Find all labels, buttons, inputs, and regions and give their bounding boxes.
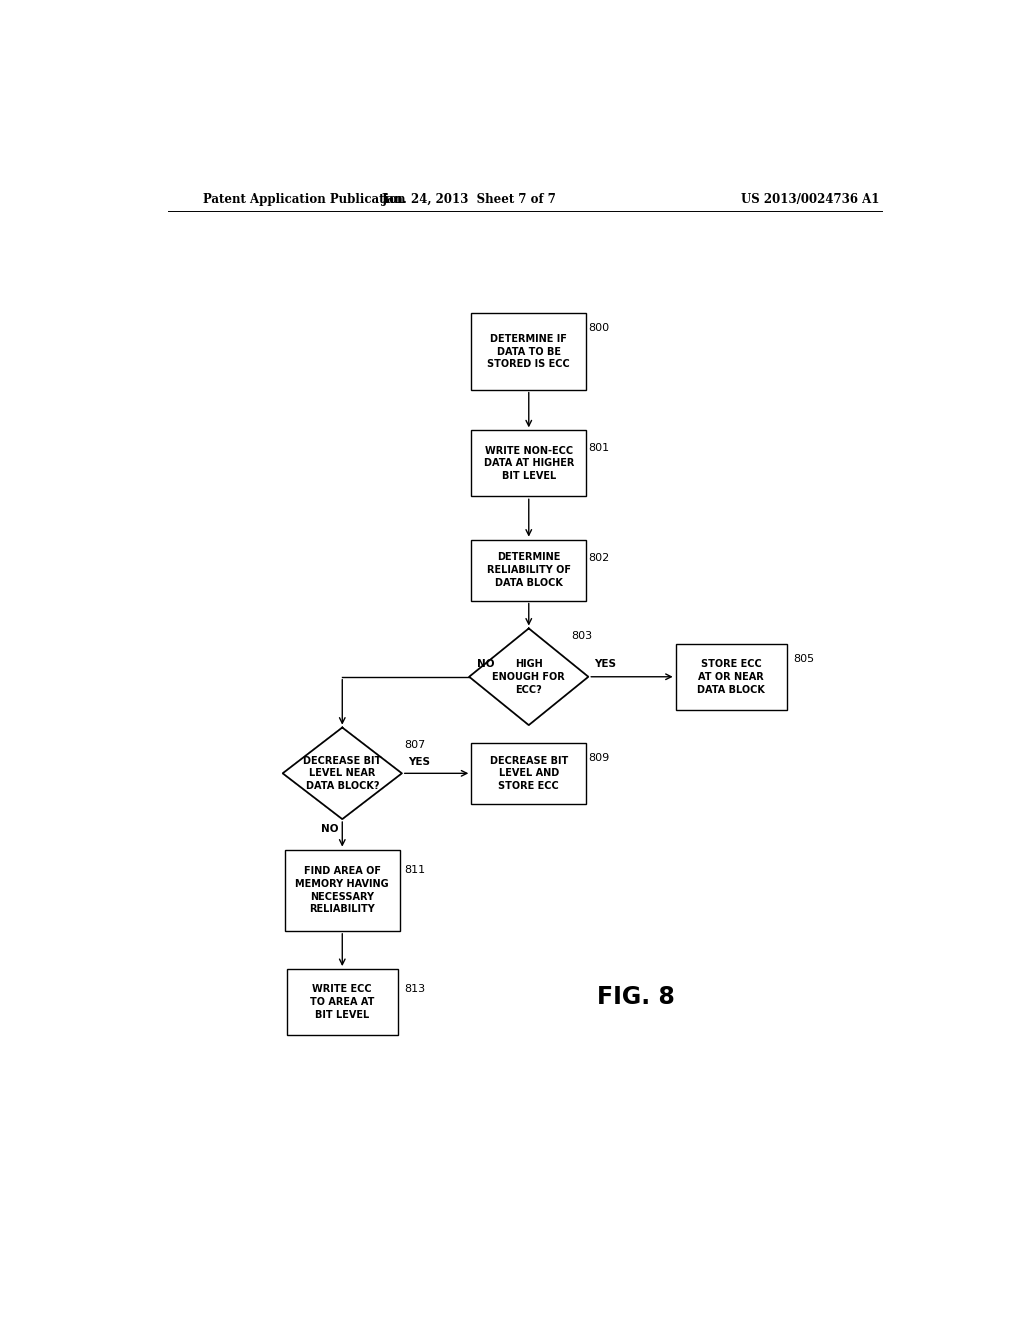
Text: 813: 813: [404, 983, 425, 994]
Text: 802: 802: [588, 553, 609, 562]
Bar: [471, 540, 587, 601]
Text: Jan. 24, 2013  Sheet 7 of 7: Jan. 24, 2013 Sheet 7 of 7: [382, 193, 557, 206]
Text: WRITE NON-ECC
DATA AT HIGHER
BIT LEVEL: WRITE NON-ECC DATA AT HIGHER BIT LEVEL: [483, 446, 574, 480]
Text: HIGH
ENOUGH FOR
ECC?: HIGH ENOUGH FOR ECC?: [493, 659, 565, 694]
Bar: [676, 644, 786, 710]
Text: FIND AREA OF
MEMORY HAVING
NECESSARY
RELIABILITY: FIND AREA OF MEMORY HAVING NECESSARY REL…: [296, 866, 389, 915]
Text: 807: 807: [404, 739, 425, 750]
Text: DECREASE BIT
LEVEL AND
STORE ECC: DECREASE BIT LEVEL AND STORE ECC: [489, 755, 568, 791]
Text: Patent Application Publication: Patent Application Publication: [204, 193, 406, 206]
Text: WRITE ECC
TO AREA AT
BIT LEVEL: WRITE ECC TO AREA AT BIT LEVEL: [310, 985, 375, 1020]
Text: DECREASE BIT
LEVEL NEAR
DATA BLOCK?: DECREASE BIT LEVEL NEAR DATA BLOCK?: [303, 755, 381, 791]
Text: 805: 805: [793, 655, 814, 664]
Text: 809: 809: [588, 752, 609, 763]
Text: 800: 800: [588, 323, 609, 333]
Bar: [285, 850, 399, 931]
Text: DETERMINE IF
DATA TO BE
STORED IS ECC: DETERMINE IF DATA TO BE STORED IS ECC: [487, 334, 570, 370]
Bar: [471, 743, 587, 804]
Text: US 2013/0024736 A1: US 2013/0024736 A1: [741, 193, 880, 206]
Text: FIG. 8: FIG. 8: [597, 985, 675, 1008]
Polygon shape: [283, 727, 401, 818]
Text: 811: 811: [404, 865, 425, 875]
Text: YES: YES: [595, 659, 616, 669]
Text: DETERMINE
RELIABILITY OF
DATA BLOCK: DETERMINE RELIABILITY OF DATA BLOCK: [486, 552, 570, 587]
Text: 803: 803: [570, 631, 592, 642]
Text: NO: NO: [477, 659, 495, 669]
Polygon shape: [469, 628, 588, 725]
Bar: [471, 313, 587, 389]
Text: 801: 801: [588, 444, 609, 453]
Text: NO: NO: [321, 824, 338, 834]
Bar: [287, 969, 398, 1035]
Text: STORE ECC
AT OR NEAR
DATA BLOCK: STORE ECC AT OR NEAR DATA BLOCK: [697, 659, 765, 694]
Text: YES: YES: [409, 758, 430, 767]
Bar: [471, 430, 587, 496]
